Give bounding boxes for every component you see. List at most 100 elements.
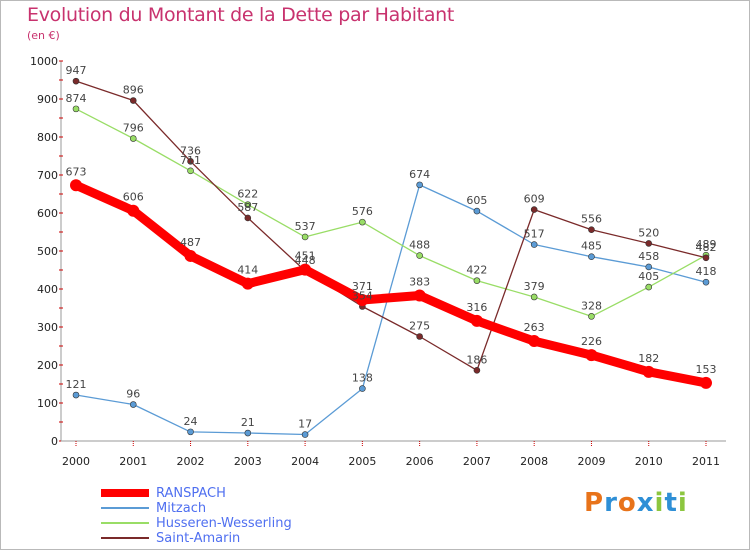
data-point [72,77,80,85]
data-point [359,218,366,226]
y-tick-label: 400 [37,283,58,296]
data-point [470,314,483,327]
data-label: 674 [409,168,430,181]
data-label: 414 [237,264,258,277]
data-label: 485 [581,240,602,253]
data-label: 24 [184,415,198,428]
data-label: 606 [123,191,144,204]
data-label: 418 [696,265,717,278]
data-point [244,429,252,437]
legend-swatch [101,537,149,539]
y-tick-label: 300 [37,321,58,334]
legend-item-ranspach: RANSPACH [101,486,361,501]
data-label: 451 [295,250,316,263]
logo-letter: o [617,488,637,518]
legend-swatch [101,489,149,497]
data-point [299,263,312,276]
x-tick-label: 2003 [234,455,262,468]
data-point [588,226,595,234]
data-label: 371 [352,280,373,293]
legend-label: Mitzach [156,501,207,516]
data-label: 96 [126,388,140,401]
data-point [530,293,538,301]
logo-letter: i [677,488,688,518]
data-label: 316 [466,301,487,314]
data-label: 520 [638,226,659,239]
legend-item-mitzach: Mitzach [101,501,361,516]
data-point [187,158,194,165]
data-point [473,367,481,374]
legend-swatch [101,522,149,524]
axes: 2000 2001 2002 2003 2004 2005 2006 2007 2008 2009… [30,55,726,468]
data-point [473,207,481,215]
series-points [70,77,712,438]
data-point [187,167,194,175]
data-point [187,428,194,436]
data-label: 576 [352,205,373,218]
data-label: 605 [466,194,487,207]
data-point [70,179,82,192]
data-label: 226 [581,335,602,348]
data-point [129,97,137,104]
x-tick-label: 2001 [119,455,147,468]
x-tick-label: 2004 [291,455,319,468]
data-label: 736 [180,144,201,157]
data-point [528,335,541,348]
data-label: 673 [66,165,87,178]
data-label: 383 [409,275,430,288]
data-point [301,233,309,241]
series-line-mitzach [75,184,707,436]
logo-letter: t [664,488,678,518]
data-label: 263 [524,321,545,334]
legend-label: Saint-Amarin [156,531,241,546]
data-label: 458 [638,250,659,263]
legend-label: Husseren-Wesserling [156,516,292,531]
data-point [244,214,252,222]
data-label: 488 [409,239,430,252]
x-tick-label: 2000 [62,455,90,468]
data-label: 354 [352,289,373,302]
data-label: 275 [409,320,430,333]
data-point [413,289,426,302]
legend-item-husseren-wesserling: Husseren-Wesserling [101,516,361,531]
logo-letter: r [604,488,618,518]
x-tick-label: 2002 [177,455,205,468]
data-point [184,249,197,262]
data-label: 896 [123,84,144,97]
chart-title: Evolution du Montant de la Dette par Hab… [27,4,455,26]
series-line-ranspach [71,180,711,388]
logo-letter: P [584,488,605,518]
logo-letter: x [636,488,655,518]
data-label: 328 [581,299,602,312]
y-tick-label: 1000 [30,55,58,68]
y-tick-label: 0 [51,435,58,448]
y-tick-label: 200 [37,359,58,372]
data-label: 587 [237,201,258,214]
data-point [645,263,653,271]
series-line-husseren-wesserling [75,108,707,318]
data-label: 487 [180,236,201,249]
data-label: 482 [696,241,717,254]
data-point [702,254,710,262]
data-label: 121 [66,378,87,391]
data-point [530,206,538,213]
data-label: 622 [237,188,258,201]
legend: RANSPACH Mitzach Husseren-Wesserling Sai… [101,486,361,546]
x-tick-label: 2006 [406,455,434,468]
data-point [700,376,712,389]
data-label: 448 [295,254,316,267]
data-point [416,252,423,259]
data-label: 21 [241,416,255,429]
data-label: 405 [638,270,659,283]
data-label: 186 [466,353,487,366]
unit-label: (en €) [27,29,60,42]
data-label: 609 [524,193,545,206]
data-point [530,241,538,248]
proxiti-logo: Proxiti [584,488,688,518]
data-label: 153 [696,363,717,376]
data-point [473,277,481,284]
data-point [72,105,80,113]
data-point [129,135,137,142]
y-tick-label: 700 [37,169,58,182]
